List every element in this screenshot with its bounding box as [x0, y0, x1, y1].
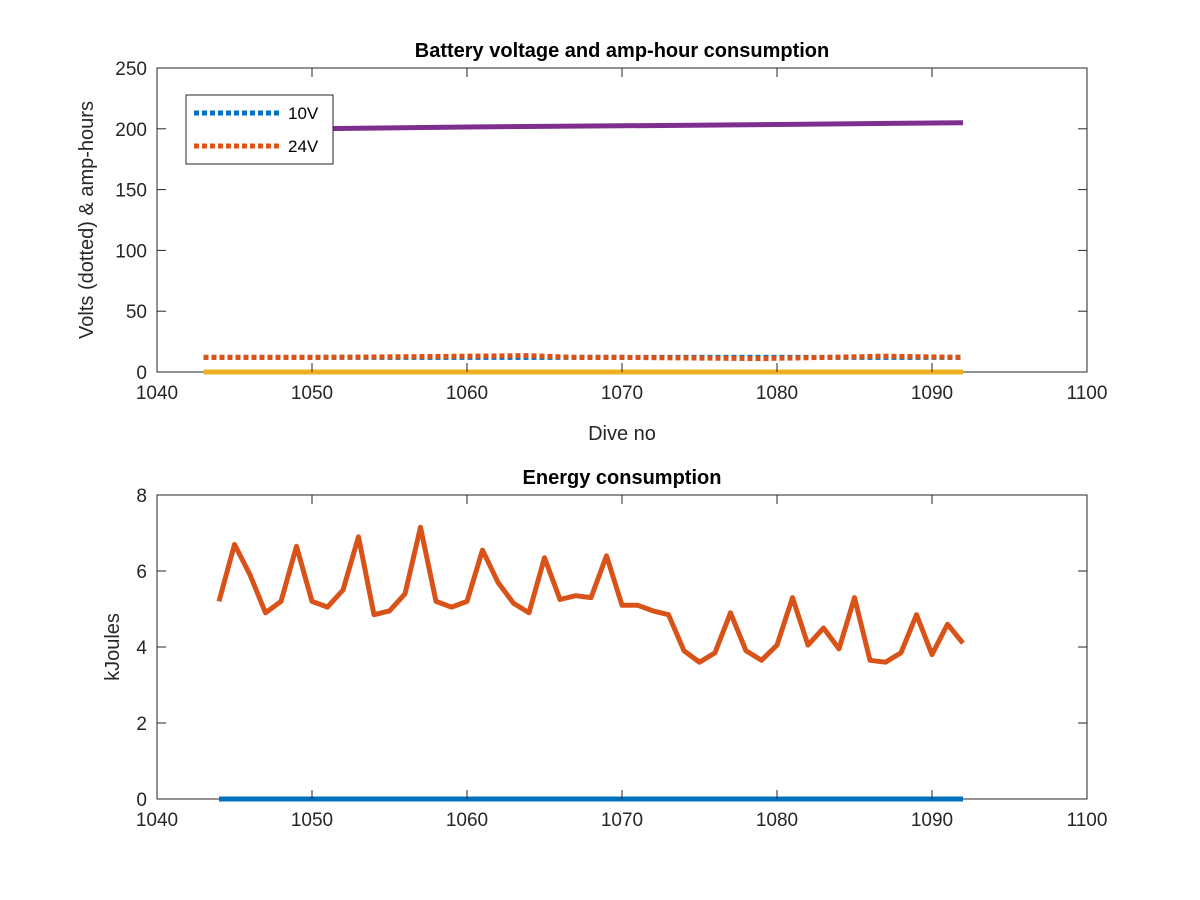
energy-y-tick-label: 2	[136, 714, 147, 735]
voltage-y-tick-label: 250	[115, 59, 147, 80]
energy-y-tick-label: 4	[136, 638, 147, 659]
legend-label-24v: 24V	[288, 137, 319, 156]
legend-box	[185, 94, 334, 165]
voltage-ticks-group: 1040 1050 1060 1070 1080 1090 1100 0 50 100 150 200…	[115, 59, 1107, 404]
energy-chart-title: Energy consumption	[523, 467, 722, 489]
energy-x-tick-label: 1090	[911, 810, 953, 831]
energy-y-axis-title: kJoules	[102, 613, 124, 681]
voltage-y-tick-label: 50	[126, 302, 147, 323]
voltage-x-tick-label: 1080	[756, 383, 798, 404]
voltage-chart-title: Battery voltage and amp-hour consumption	[415, 40, 829, 62]
energy-y-tick-label: 6	[136, 562, 147, 583]
energy-axes-box	[156, 494, 1088, 800]
voltage-y-tick-label: 150	[115, 181, 147, 202]
energy-x-tick-label: 1080	[756, 810, 798, 831]
energy-series-line-0	[216, 524, 965, 665]
energy-x-tick-label: 1060	[446, 810, 488, 831]
voltage-y-tick-label: 100	[115, 241, 147, 262]
voltage-y-axis-title: Volts (dotted) & amp-hours	[76, 101, 98, 339]
voltage-x-tick-label: 1090	[911, 383, 953, 404]
legend: 10V 24V	[185, 94, 334, 165]
voltage-series-line-1	[203, 353, 964, 362]
energy-x-tick-label: 1050	[291, 810, 333, 831]
voltage-y-tick-label: 200	[115, 120, 147, 141]
voltage-x-tick-label: 1070	[601, 383, 643, 404]
voltage-x-axis-title: Dive no	[588, 423, 656, 445]
energy-series-group	[216, 524, 965, 802]
voltage-x-tick-label: 1050	[291, 383, 333, 404]
voltage-x-tick-label: 1040	[136, 383, 178, 404]
energy-x-tick-label: 1040	[136, 810, 178, 831]
voltage-x-tick-label: 1100	[1067, 383, 1108, 404]
energy-x-tick-label: 1100	[1067, 810, 1108, 831]
voltage-x-tick-label: 1060	[446, 383, 488, 404]
energy-y-tick-label: 0	[136, 790, 147, 811]
energy-ticks-group: 1040 1050 1060 1070 1080 1090 1100 0 2 4 6 8	[136, 486, 1108, 831]
energy-y-tick-label: 8	[136, 486, 147, 507]
energy-x-tick-label: 1070	[601, 810, 643, 831]
energy-axes: 1040 1050 1060 1070 1080 1090 1100 0 2 4 6 8 Energy…	[102, 467, 1107, 831]
voltage-axes: 1040 1050 1060 1070 1080 1090 1100 0 50 100 150 200…	[76, 40, 1107, 445]
voltage-y-tick-label: 0	[136, 363, 147, 384]
legend-label-10v: 10V	[288, 104, 319, 123]
